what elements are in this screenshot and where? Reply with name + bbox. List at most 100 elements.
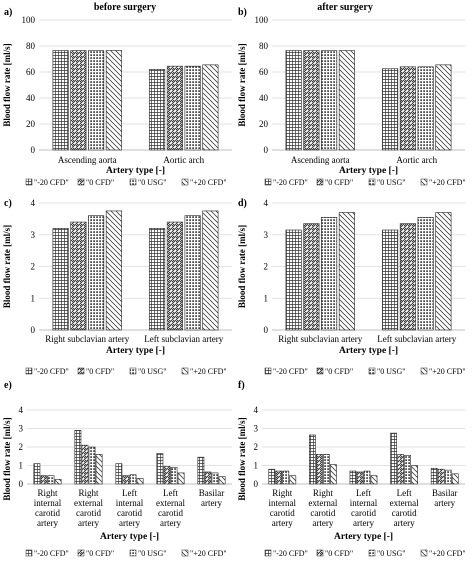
- bar: [170, 467, 178, 485]
- bar: [136, 478, 144, 485]
- legend-label: "+20 CFD": [190, 367, 227, 376]
- y-axis-title: Blood flow rate [ml/s]: [237, 43, 247, 126]
- category-label: carotid: [270, 508, 295, 518]
- bar: [321, 216, 338, 331]
- x-axis-title: Artery type [-]: [106, 166, 165, 176]
- y-axis-title: Blood flow rate [ml/s]: [2, 43, 12, 126]
- category-label: Ascending aorta: [291, 155, 350, 165]
- y-tick-label: 40: [259, 93, 269, 103]
- chart-panel-a: a) 0 20 40 60 80 100 Ascending aorta Aortic arch…: [2, 7, 232, 187]
- legend-label: "0 USG": [138, 367, 167, 376]
- bar: [285, 229, 302, 331]
- x-axis-title: Artery type [-]: [106, 346, 165, 356]
- panel-label: c): [4, 198, 12, 209]
- bar: [40, 475, 48, 485]
- bar: [163, 466, 171, 485]
- category-label: carotid: [351, 508, 376, 518]
- bar: [268, 468, 276, 485]
- category-label: artery: [394, 518, 415, 528]
- category-label: artery: [353, 518, 374, 528]
- legend-label: "0 CFD": [325, 178, 353, 187]
- category-label: internal: [116, 498, 144, 508]
- bar: [88, 50, 105, 151]
- bar: [149, 228, 166, 331]
- bar: [370, 475, 378, 485]
- x-axis-title: Artery type [-]: [339, 346, 398, 356]
- bar: [204, 471, 212, 485]
- y-tick-label: 100: [22, 15, 36, 25]
- bar: [451, 473, 459, 485]
- bar: [435, 64, 452, 151]
- y-tick-label: 60: [259, 67, 269, 77]
- legend-label: "0 CFD": [86, 367, 114, 376]
- y-tick-label: 20: [26, 119, 36, 129]
- category-label: external: [308, 498, 337, 508]
- category-label: Aortic arch: [163, 155, 204, 165]
- legend-swatch: [420, 549, 428, 557]
- bar: [285, 50, 302, 151]
- category-label: Right: [313, 488, 334, 498]
- category-label: external: [74, 498, 103, 508]
- chart-panel-c: c) 0 1 2 3 4 Right subclavian artery Left subcl…: [2, 198, 232, 376]
- category-label: external: [390, 498, 419, 508]
- y-axis-title: Blood flow rate [ml/s]: [237, 225, 247, 308]
- y-tick-label: 100: [255, 15, 269, 25]
- category-label: Basilar: [199, 488, 225, 498]
- legend-swatch: [181, 367, 189, 375]
- legend-swatch: [77, 367, 85, 375]
- bar: [47, 475, 55, 485]
- column-title-after: after surgery: [317, 2, 373, 13]
- category-label: external: [156, 498, 185, 508]
- bar: [197, 456, 205, 485]
- bar: [399, 223, 416, 331]
- bar: [397, 454, 404, 485]
- category-label: Left: [163, 488, 178, 498]
- bar: [88, 215, 105, 331]
- y-tick-label: 80: [26, 41, 36, 51]
- bar: [52, 228, 69, 331]
- x-axis-title: Artery type [-]: [339, 166, 398, 176]
- legend-swatch: [264, 367, 272, 375]
- y-tick-label: 0: [254, 479, 259, 489]
- legend-swatch: [316, 549, 324, 557]
- bar: [349, 470, 357, 485]
- category-label: Right: [37, 488, 58, 498]
- bar: [74, 430, 82, 485]
- panel-label: d): [238, 198, 247, 209]
- x-axis-title: Artery type [-]: [100, 532, 159, 542]
- legend-label: "0 CFD": [86, 549, 114, 558]
- legend-label: "+20 CFD": [190, 178, 227, 187]
- y-tick-label: 0: [264, 145, 269, 155]
- bar: [430, 467, 438, 485]
- legend-label: "-20 CFD": [34, 367, 69, 376]
- bar: [411, 465, 418, 485]
- legend-swatch: [129, 178, 137, 186]
- panel-label: f): [238, 380, 245, 391]
- bar: [435, 212, 452, 331]
- bar: [404, 455, 411, 485]
- bar: [275, 470, 283, 485]
- y-tick-label: 20: [259, 119, 269, 129]
- category-label: internal: [269, 498, 297, 508]
- y-tick-label: 2: [31, 262, 36, 272]
- y-tick-label: 0: [19, 479, 24, 489]
- y-axis-title: Blood flow rate [ml/s]: [237, 417, 247, 500]
- category-label: artery: [119, 518, 140, 528]
- legend-label: "0 USG": [138, 549, 167, 558]
- bar: [444, 469, 452, 485]
- legend-label: "0 USG": [377, 178, 406, 187]
- category-label: artery: [201, 498, 222, 508]
- legend-label: "+20 CFD": [190, 549, 227, 558]
- category-label: carotid: [158, 508, 183, 518]
- chart-panel-f: f)01234RightinternalcarotidarteryRightex…: [237, 380, 466, 558]
- bar: [156, 453, 164, 485]
- bar: [149, 69, 166, 151]
- legend-swatch: [25, 178, 33, 186]
- bar: [282, 470, 290, 485]
- chart-panel-b: b) 0 20 40 60 80 100 Ascending aorta Aortic arch…: [237, 7, 466, 187]
- category-label: carotid: [310, 508, 335, 518]
- y-tick-label: 4: [19, 405, 24, 415]
- bar: [356, 471, 364, 485]
- legend-swatch: [77, 178, 85, 186]
